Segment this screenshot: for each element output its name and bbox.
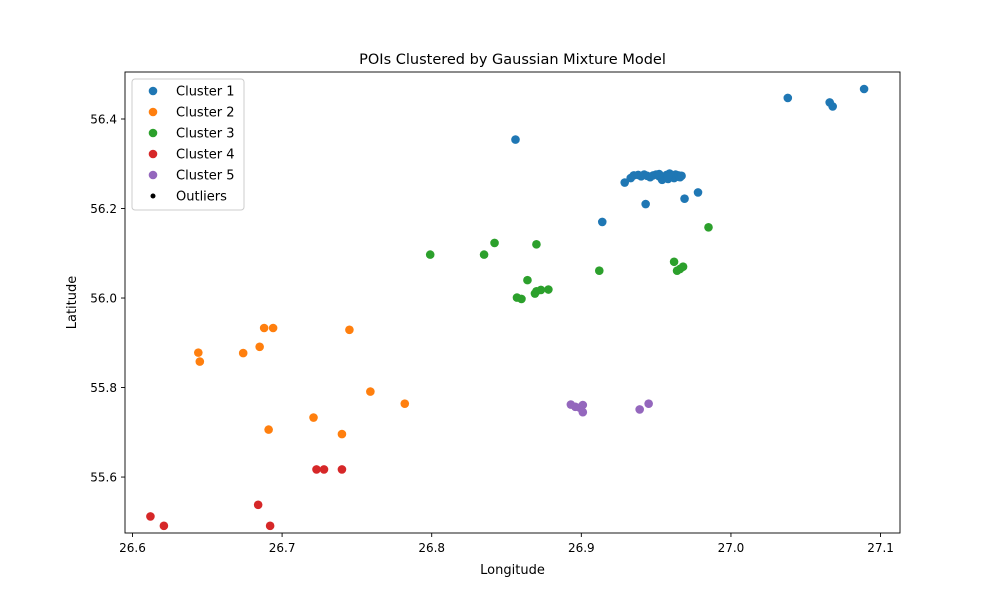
scatter-point — [337, 429, 347, 439]
scatter-point — [490, 238, 499, 248]
scatter-point — [783, 93, 793, 103]
legend-label: Cluster 3 — [176, 127, 235, 142]
scatter-point — [669, 257, 679, 267]
scatter-point — [265, 521, 275, 531]
y-tick-label: 56.0 — [90, 292, 117, 306]
y-axis-label: Latitude — [65, 276, 80, 330]
scatter-point — [425, 250, 435, 259]
scatter-point — [678, 262, 688, 271]
scatter-point — [680, 194, 689, 203]
scatter-point — [644, 399, 653, 408]
scatter-point — [532, 240, 541, 249]
legend-marker — [148, 149, 158, 159]
scatter-point — [194, 348, 203, 357]
scatter-point — [859, 84, 869, 94]
scatter-point — [654, 169, 664, 179]
scatter-point — [523, 275, 532, 285]
x-tick-label: 26.8 — [418, 541, 445, 555]
scatter-point — [259, 323, 269, 333]
scatter-point — [693, 188, 703, 197]
scatter-point — [635, 405, 644, 414]
scatter-point — [319, 465, 329, 474]
scatter-point — [544, 285, 553, 294]
scatter-point — [238, 348, 248, 358]
y-tick-label: 55.6 — [90, 471, 117, 485]
y-tick-label: 56.2 — [90, 202, 117, 216]
scatter-point — [517, 294, 526, 304]
x-tick-label: 26.7 — [269, 541, 296, 555]
scatter-point — [268, 323, 278, 333]
scatter-point — [828, 102, 837, 111]
scatter-point — [536, 285, 546, 295]
scatter-point — [704, 223, 713, 232]
scatter-point — [400, 399, 410, 408]
legend-label: Cluster 4 — [176, 148, 235, 163]
legend: Cluster 1 Cluster 2 Cluster 3 Cluster 4 Clus… — [131, 78, 245, 211]
scatter-point — [677, 171, 686, 181]
legend-marker — [150, 193, 156, 199]
scatter-point — [641, 199, 650, 209]
x-axis-label: Longitude — [480, 563, 545, 578]
scatter-point — [253, 500, 263, 510]
scatter-point — [479, 250, 489, 259]
scatter-point — [597, 217, 607, 227]
scatter-point — [312, 465, 321, 474]
scatter-point — [337, 465, 347, 474]
y-tick-label: 56.4 — [90, 112, 117, 126]
y-axis: 55.6 55.8 56.0 56.2 56.4 — [90, 112, 125, 485]
points-layer — [146, 84, 869, 531]
legend-box — [131, 78, 245, 211]
scatter-point — [264, 425, 273, 434]
x-tick-label: 26.6 — [119, 541, 146, 555]
legend-label: Cluster 2 — [176, 106, 235, 121]
chart-title: POIs Clustered by Gaussian Mixture Model — [359, 52, 666, 68]
legend-marker — [148, 86, 158, 96]
x-tick-label: 27.0 — [718, 541, 745, 555]
legend-marker — [148, 170, 158, 180]
x-tick-label: 27.1 — [867, 541, 894, 555]
legend-marker — [148, 128, 158, 138]
scatter-point — [511, 135, 520, 144]
scatter-point — [195, 357, 205, 366]
scatter-point — [663, 171, 673, 181]
y-tick-label: 55.8 — [90, 381, 117, 395]
x-axis: 26.6 26.7 26.8 26.9 27.0 27.1 — [119, 533, 894, 555]
scatter-point — [146, 512, 155, 521]
plot-frame — [124, 71, 901, 534]
scatter-point — [620, 178, 630, 187]
scatter-point — [366, 387, 375, 396]
scatter-point — [578, 407, 588, 417]
scatter-point — [159, 521, 169, 531]
legend-marker — [148, 107, 158, 117]
legend-label: Outliers — [176, 190, 227, 205]
x-tick-label: 26.9 — [568, 541, 595, 555]
scatter-point — [255, 342, 264, 352]
scatter-point — [578, 400, 588, 410]
scatter-point — [309, 413, 318, 422]
legend-label: Cluster 1 — [176, 85, 235, 100]
legend-label: Cluster 5 — [176, 169, 235, 184]
scatter-point — [594, 266, 604, 276]
scatter-point — [345, 325, 354, 335]
